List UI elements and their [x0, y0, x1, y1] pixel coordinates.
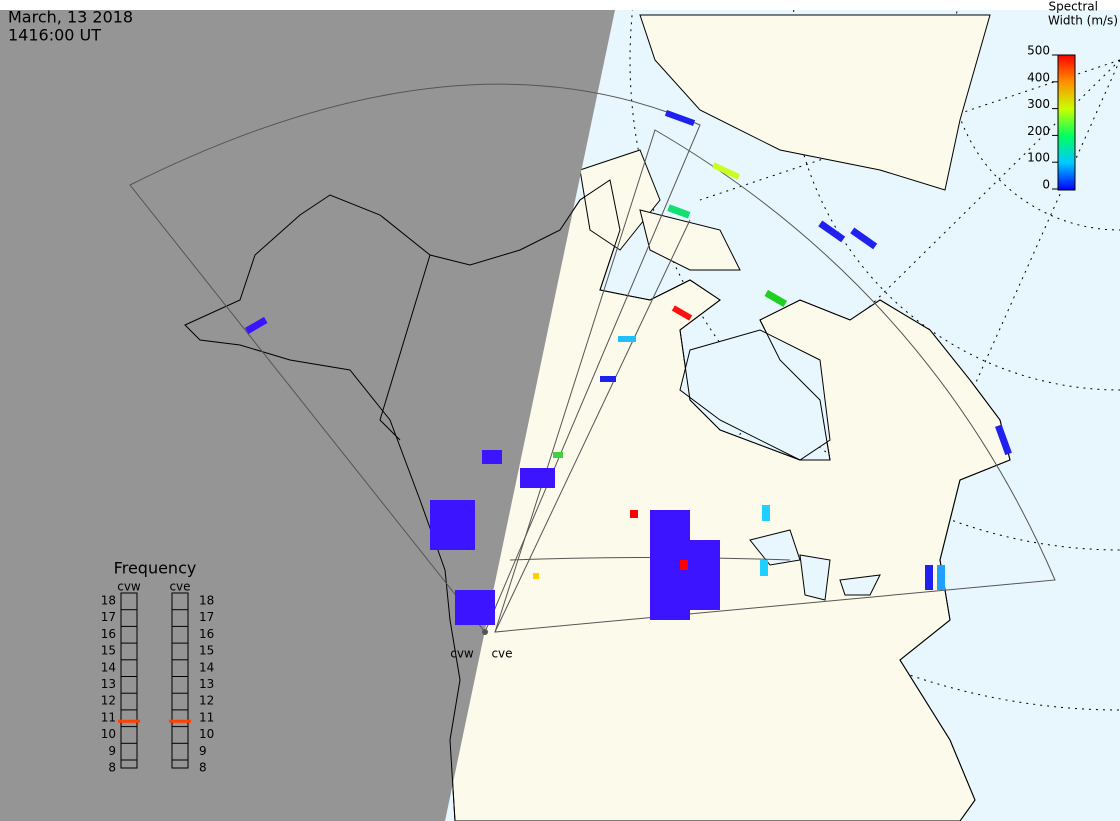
land-outline — [184, 179, 1011, 821]
radar-name: cve — [169, 580, 190, 594]
frequency-tick-label: 14 — [199, 660, 214, 674]
radar-name: cvw — [117, 580, 141, 594]
frequency-tick-label: 14 — [101, 660, 116, 674]
frequency-tick-label: 18 — [101, 594, 116, 608]
radar-label: cve — [491, 647, 512, 661]
frequency-tick-label: 11 — [101, 710, 116, 724]
scale-tick-label: 100 — [1027, 151, 1050, 165]
frequency-tick-label: 16 — [199, 627, 214, 641]
date: March, 13 2018 — [8, 8, 133, 27]
hudson-bay — [679, 329, 831, 461]
frequency-tick-label: 10 — [199, 727, 214, 741]
frequency-tick-label: 8 — [199, 761, 207, 775]
radar-site — [482, 629, 488, 635]
frequency-tick-label: 15 — [199, 644, 214, 658]
radar-echoes — [244, 110, 1012, 625]
scale-tick-label: 200 — [1027, 124, 1050, 138]
frequency-tick-label: 9 — [199, 744, 207, 758]
frequency-tick-label: 9 — [108, 744, 116, 758]
frequency-tick-label: 12 — [101, 694, 116, 708]
great-lakes — [749, 529, 881, 601]
scale-tick-label: 0 — [1042, 178, 1050, 192]
frequency-tick-label: 17 — [199, 610, 214, 624]
frequency-tick-label: 16 — [101, 627, 116, 641]
scale-tick-label: 300 — [1027, 97, 1050, 111]
radar-label: cvw — [450, 647, 474, 661]
color-bar — [1057, 54, 1076, 191]
frequency-tick-label: 13 — [199, 677, 214, 691]
frequency-tick-label: 8 — [108, 761, 116, 775]
frequency-tick-label: 13 — [101, 677, 116, 691]
frequency-tick-label: 11 — [199, 710, 214, 724]
frequency-tick-label: 12 — [199, 694, 214, 708]
frequency-tick-label: 15 — [101, 644, 116, 658]
scale-tick-label: 500 — [1027, 44, 1050, 58]
frequency-title: Frequency — [114, 559, 197, 578]
time: 1416:00 UT — [8, 26, 101, 45]
frequency-tick-label: 10 — [101, 727, 116, 741]
scale-title: Spectral — [1048, 0, 1098, 14]
scale-tick-label: 400 — [1027, 70, 1050, 84]
scale-title: Width (m/s) — [1048, 14, 1118, 28]
frequency-tick-label: 18 — [199, 594, 214, 608]
frequency-tick-label: 17 — [101, 610, 116, 624]
